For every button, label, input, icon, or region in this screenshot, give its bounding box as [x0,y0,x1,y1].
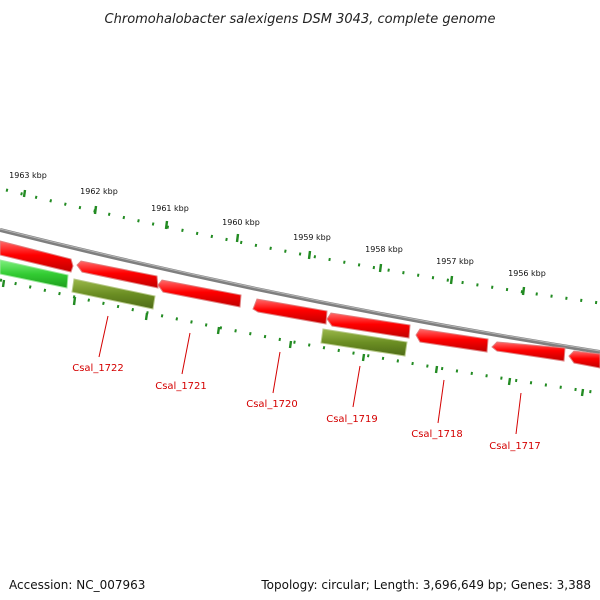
tick-label-1959: 1959 kbp [293,233,331,242]
leader-line [181,332,191,375]
major-tick [580,388,585,397]
major-tick [216,326,221,335]
gene-label-csal-1720[interactable]: Csal_1720 [246,399,298,410]
accession-text: Accession: NC_007963 [9,578,146,592]
major-tick [93,205,98,215]
gene-label-leaders [98,315,522,435]
major-tick [307,250,312,260]
tick-label-1963: 1963 kbp [9,171,47,180]
tick-label-1958: 1958 kbp [365,245,403,254]
genome-backbone [0,228,600,354]
major-tick [361,353,366,362]
tick-label-1957: 1957 kbp [436,257,474,266]
gene-arrow-csal-1721[interactable] [157,279,242,308]
leader-line [272,351,281,394]
forward-strand-genes [0,240,74,273]
gene-label-csal-1721[interactable]: Csal_1721 [155,381,207,392]
gene-arrow-csal-1718[interactable] [415,328,489,353]
major-tick [521,286,526,296]
leader-line [437,379,445,424]
feature-track [0,259,408,357]
major-tick [72,296,77,306]
major-tick [378,263,383,273]
leader-line [98,315,109,358]
green-feature[interactable] [0,259,69,289]
leader-line [515,392,522,435]
inner-major-ticks [1,279,585,397]
inner-tick-ring [0,278,600,395]
tick-label-1956: 1956 kbp [508,269,546,278]
major-tick [434,365,439,374]
outer-major-ticks [22,189,526,296]
gene-arrow-csal-1722[interactable] [76,260,159,289]
major-tick [288,340,293,349]
major-tick [164,220,169,230]
leader-line [352,365,361,408]
genome-summary-text: Topology: circular; Length: 3,696,649 bp… [261,578,591,592]
gene-arrow-csal-1717[interactable] [491,341,566,362]
tick-label-1960: 1960 kbp [222,218,260,227]
tick-label-1962: 1962 kbp [80,187,118,196]
map-title: Chromohalobacter salexigens DSM 3043, co… [105,12,496,27]
gene-label-csal-1722[interactable]: Csal_1722 [72,363,124,374]
gene-arrow[interactable] [568,350,600,369]
tick-labels: 1963 kbp 1962 kbp 1961 kbp 1960 kbp 1959… [9,171,546,278]
gene-label-csal-1718[interactable]: Csal_1718 [411,429,463,440]
reverse-strand-genes [76,260,600,369]
gene-arrow-csal-1719[interactable] [326,312,411,339]
gene-label-csal-1717[interactable]: Csal_1717 [489,441,541,452]
genome-backbone-highlight [0,228,600,352]
gene-arrow-csal-1720[interactable] [252,298,328,325]
major-tick [235,233,240,243]
major-tick [1,279,6,288]
gene-labels: Csal_1722 Csal_1721 Csal_1720 Csal_1719 … [72,363,541,452]
olive-feature-csal-1722[interactable] [71,278,156,310]
major-tick [507,377,512,386]
major-tick [449,275,454,285]
major-tick [144,312,149,321]
major-tick [22,189,27,198]
gene-arrow[interactable] [0,240,74,273]
gene-label-csal-1719[interactable]: Csal_1719 [326,414,378,425]
tick-label-1961: 1961 kbp [151,204,189,213]
olive-feature-csal-1719[interactable] [320,328,408,357]
